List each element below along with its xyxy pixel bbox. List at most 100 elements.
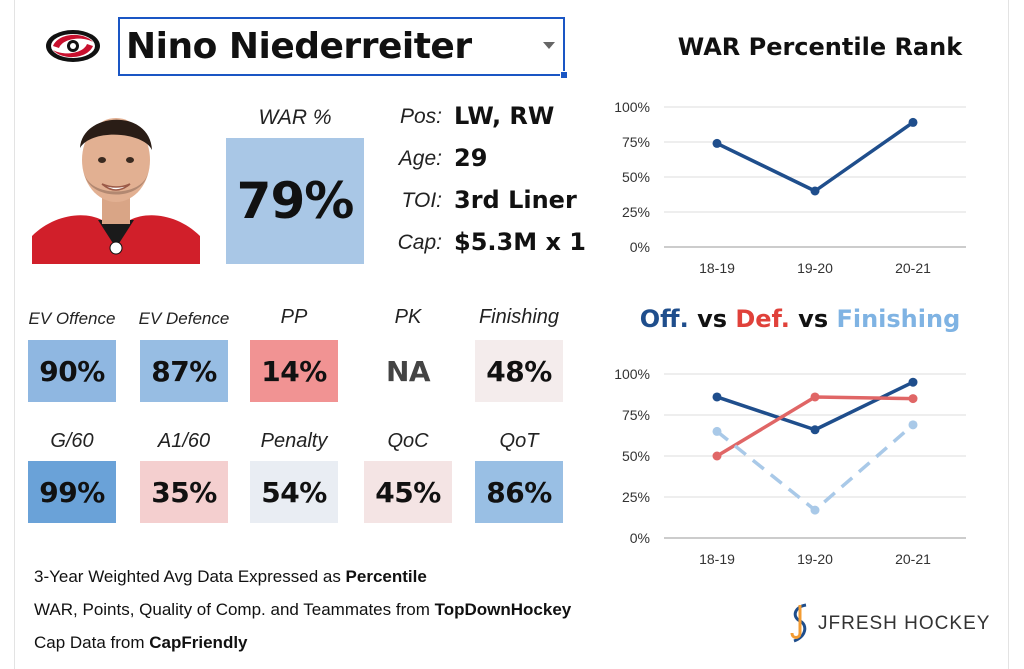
footer-bold: TopDownHockey: [434, 600, 572, 619]
data-point: [908, 377, 918, 387]
y-tick-label: 100%: [614, 99, 650, 115]
x-tick-label: 19-20: [797, 260, 833, 276]
footer-text: 3-Year Weighted Avg Data Expressed as: [34, 567, 346, 586]
sheet-gridline: [1008, 0, 1009, 669]
y-tick-label: 0%: [630, 530, 650, 546]
data-point: [810, 505, 820, 515]
x-tick-label: 20-21: [895, 551, 931, 567]
y-tick-label: 75%: [622, 134, 650, 150]
stat-label: QoC: [387, 430, 429, 452]
stat-value-box: 99%: [28, 461, 116, 523]
data-point: [908, 117, 918, 127]
stat-value-box: 86%: [475, 461, 563, 523]
stat-value: 54%: [261, 475, 327, 509]
y-tick-label: 25%: [622, 489, 650, 505]
stat-label: EV Offence: [28, 309, 116, 328]
chart-2-title-part: Finishing: [836, 305, 961, 333]
sheet-gridline: [14, 0, 15, 669]
chart-2-title-part: vs: [789, 305, 837, 333]
footer-line-1: 3-Year Weighted Avg Data Expressed as Pe…: [34, 567, 427, 587]
stat-label: PP: [280, 306, 308, 328]
series-line: [716, 380, 914, 432]
stat-label: Penalty: [260, 430, 328, 452]
chart-1-title: WAR Percentile Rank: [677, 33, 963, 61]
stat-value: 86%: [486, 475, 552, 509]
stat-value: 14%: [261, 354, 327, 388]
player-name: Nino Niederreiter: [126, 26, 472, 67]
chart-2-title: Off. vs Def. vs Finishing: [620, 305, 980, 333]
y-tick-label: 25%: [622, 204, 650, 220]
stat-value-box: 45%: [364, 461, 452, 523]
x-tick-label: 18-19: [699, 551, 735, 567]
player-photo: [32, 98, 200, 264]
stat-label: G/60: [50, 430, 94, 452]
data-point: [810, 186, 820, 196]
x-tick-label: 18-19: [699, 260, 735, 276]
x-tick-label: 19-20: [797, 551, 833, 567]
war-value: 79%: [236, 172, 355, 230]
info-value: LW, RW: [454, 102, 555, 130]
stat-value: 35%: [151, 475, 217, 509]
info-value: $5.3M x 1: [454, 228, 586, 256]
footer-bold: CapFriendly: [149, 633, 248, 652]
stat-value: 87%: [151, 354, 217, 388]
off-def-finishing-chart: 0% 25% 50% 75% 100% 18-19 19-20 20-21: [614, 366, 966, 567]
stat-value-box: 14%: [250, 340, 338, 402]
stat-label: A1/60: [157, 430, 211, 452]
y-tick-label: 100%: [614, 366, 650, 382]
y-tick-label: 75%: [622, 407, 650, 423]
stat-value-box: 87%: [140, 340, 228, 402]
footer-bold: Percentile: [345, 567, 427, 586]
data-point: [908, 394, 918, 404]
chart-2-title-part: Def.: [735, 305, 790, 333]
chart-2-title-part: Off.: [639, 305, 689, 333]
y-tick-label: 50%: [622, 448, 650, 464]
brand-mark-icon: [790, 603, 807, 643]
stat-value-box: 54%: [250, 461, 338, 523]
war-percentile-chart: 0% 25% 50% 75% 100% 18-19 19-20 20-21: [614, 99, 966, 276]
stat-value: 45%: [375, 475, 441, 509]
y-tick-label: 50%: [622, 169, 650, 185]
stat-label: EV Defence: [138, 309, 230, 328]
info-value: 3rd Liner: [454, 186, 577, 214]
war-label: WAR %: [258, 106, 332, 129]
player-select-dropdown[interactable]: Nino Niederreiter: [118, 17, 568, 79]
data-point: [712, 426, 722, 436]
data-point: [712, 138, 722, 148]
team-logo-icon: [46, 30, 100, 62]
stat-value: NA: [385, 354, 431, 388]
footer-text: Cap Data from: [34, 633, 150, 652]
info-key: Age:: [398, 147, 442, 170]
data-point: [908, 420, 918, 430]
brand-logo: JFRESH HOCKEY: [786, 603, 989, 643]
x-tick-label: 20-21: [895, 260, 931, 276]
stat-label: Finishing: [478, 306, 560, 328]
stat-value-box: 90%: [28, 340, 116, 402]
chart-2-title-part: vs: [688, 305, 736, 333]
war-value-box: 79%: [226, 138, 364, 264]
series-line: [716, 120, 915, 193]
stat-label: QoT: [499, 430, 539, 452]
stat-value-box: 48%: [475, 340, 563, 402]
footer-line-3: Cap Data from CapFriendly: [34, 633, 248, 653]
stat-label: PK: [394, 306, 422, 328]
data-point: [712, 451, 722, 461]
stat-value: 99%: [39, 475, 105, 509]
stat-value: 48%: [486, 354, 552, 388]
cell-selection-handle[interactable]: [560, 71, 568, 79]
stat-value-box: 35%: [140, 461, 228, 523]
brand-text: JFRESH HOCKEY: [818, 613, 991, 634]
data-point: [810, 425, 820, 435]
info-key: Cap:: [397, 231, 442, 254]
info-key: TOI:: [401, 189, 442, 212]
info-key: Pos:: [399, 105, 442, 128]
data-point: [810, 392, 820, 402]
chevron-down-icon[interactable]: [543, 42, 555, 49]
footer-text: WAR, Points, Quality of Comp. and Teamma…: [34, 600, 435, 619]
stat-value: 90%: [39, 354, 105, 388]
stat-value-box: NA: [364, 340, 452, 402]
data-point: [712, 392, 722, 402]
info-value: 29: [454, 144, 488, 172]
footer-line-2: WAR, Points, Quality of Comp. and Teamma…: [34, 600, 571, 620]
y-tick-label: 0%: [630, 239, 650, 255]
